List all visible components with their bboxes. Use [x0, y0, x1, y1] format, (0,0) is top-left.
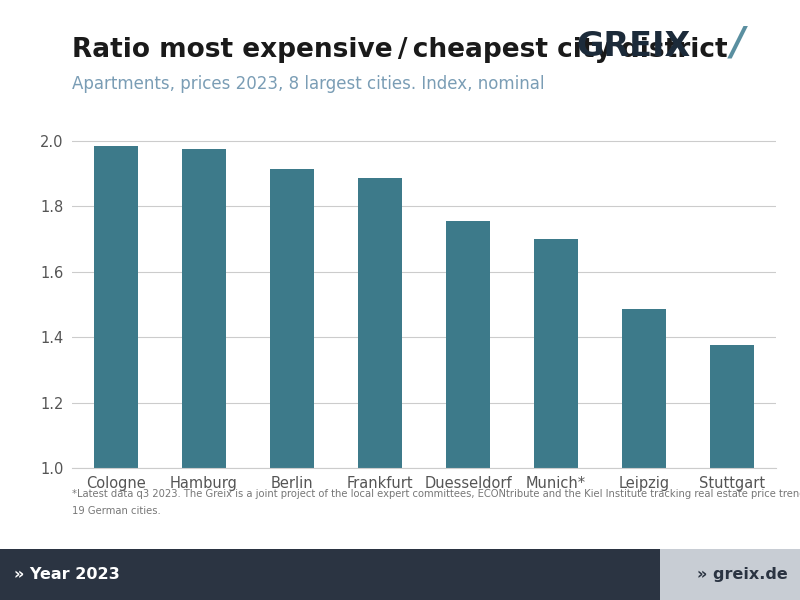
Text: *Latest data q3 2023. The Greix is a joint project of the local expert committee: *Latest data q3 2023. The Greix is a joi…	[72, 489, 800, 499]
Bar	[446, 221, 490, 600]
Bar	[182, 149, 226, 600]
Text: » greix.de: » greix.de	[698, 567, 788, 582]
Bar	[660, 549, 800, 600]
Text: Ratio most expensive / cheapest city district: Ratio most expensive / cheapest city dis…	[72, 37, 728, 63]
Bar	[0, 549, 660, 600]
Bar	[270, 169, 314, 600]
Bar	[534, 239, 578, 600]
Text: 19 German cities.: 19 German cities.	[72, 506, 161, 516]
Text: GREIX: GREIX	[576, 30, 690, 63]
Text: Apartments, prices 2023, 8 largest cities. Index, nominal: Apartments, prices 2023, 8 largest citie…	[72, 75, 545, 93]
Bar	[710, 345, 754, 600]
Bar	[358, 178, 402, 600]
Text: /: /	[730, 25, 745, 63]
Text: » Year 2023: » Year 2023	[14, 567, 120, 582]
Bar	[622, 309, 666, 600]
Bar	[94, 146, 138, 600]
